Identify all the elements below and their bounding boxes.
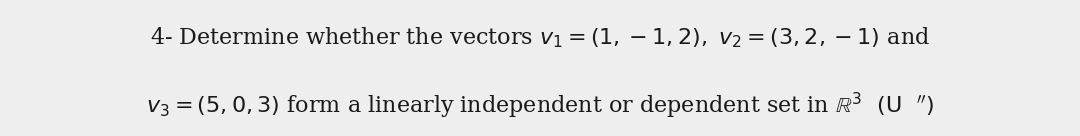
Text: $v_3 = (5, 0, 3)$ form a linearly independent or dependent set in $\mathbb{R}^3$: $v_3 = (5, 0, 3)$ form a linearly indepe… — [146, 91, 934, 121]
Text: 4- Determine whether the vectors $v_1 = (1, -1, 2),\ v_2 = (3, 2, -1)$ and: 4- Determine whether the vectors $v_1 = … — [150, 26, 930, 50]
